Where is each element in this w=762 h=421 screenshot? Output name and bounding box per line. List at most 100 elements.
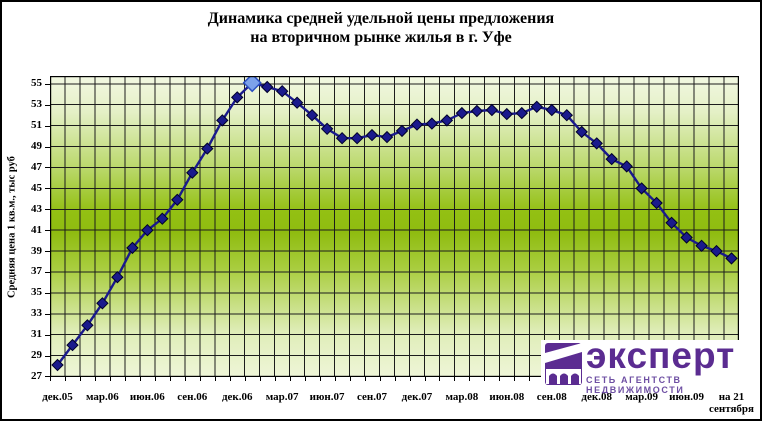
x-axis-tick-mark bbox=[349, 377, 351, 381]
data-point-marker bbox=[335, 131, 349, 145]
y-axis-tick-mark bbox=[45, 334, 50, 336]
y-tick-label: 37 bbox=[31, 265, 42, 278]
logo-subtitle: СЕТЬ АГЕНТСТВ НЕДВИЖИМОСТИ bbox=[586, 375, 685, 395]
x-tick-label: июн.09 bbox=[669, 391, 704, 403]
x-axis-tick-mark bbox=[424, 377, 426, 381]
x-axis-tick-mark bbox=[469, 377, 471, 381]
y-axis-tick-mark bbox=[45, 251, 50, 253]
x-axis-tick-mark bbox=[289, 377, 291, 381]
x-tick-label: мар.09 bbox=[625, 391, 659, 403]
data-point-marker bbox=[545, 103, 559, 117]
data-point-marker bbox=[290, 96, 304, 109]
data-point-marker bbox=[515, 106, 529, 120]
x-axis-tick-mark bbox=[334, 377, 336, 381]
y-tick-label: 29 bbox=[31, 349, 42, 362]
data-point-marker bbox=[695, 239, 708, 253]
data-point-marker bbox=[485, 103, 499, 117]
expert-logo-icon bbox=[545, 343, 582, 385]
data-point-marker bbox=[665, 216, 678, 230]
y-axis-tick-mark bbox=[45, 167, 50, 169]
y-axis-tick-mark bbox=[45, 146, 50, 148]
data-point-marker bbox=[81, 319, 94, 332]
data-point-marker bbox=[320, 122, 334, 136]
x-axis-tick-mark bbox=[529, 377, 531, 381]
data-point-marker bbox=[171, 193, 184, 207]
chart-title-line2: на вторичном рынке жилья в г. Уфе bbox=[250, 29, 512, 46]
data-point-marker bbox=[156, 212, 169, 225]
price-chart-svg bbox=[49, 73, 740, 378]
data-point-marker bbox=[605, 152, 618, 166]
x-tick-label: июн.08 bbox=[489, 391, 525, 403]
y-axis-tick-mark bbox=[45, 292, 50, 294]
x-tick-label: июн.06 bbox=[129, 391, 165, 403]
data-point-marker bbox=[275, 84, 289, 98]
logo-name: эксперт bbox=[586, 335, 736, 376]
chart-title: Динамика средней удельной цены предложен… bbox=[2, 9, 760, 47]
x-axis-tick-mark bbox=[109, 377, 111, 381]
x-axis-tick-mark bbox=[244, 377, 246, 381]
data-point-marker bbox=[96, 297, 109, 310]
y-tick-label: 49 bbox=[31, 140, 42, 153]
x-axis-tick-mark bbox=[169, 377, 171, 381]
x-axis-tick-mark bbox=[139, 377, 141, 381]
data-point-marker bbox=[440, 114, 454, 127]
grid-lines bbox=[50, 76, 739, 377]
x-tick-label: дек.05 bbox=[42, 391, 73, 403]
x-axis-tick-mark bbox=[394, 377, 396, 381]
x-axis-tick-mark bbox=[65, 377, 66, 381]
x-tick-label: мар.06 bbox=[86, 391, 119, 403]
x-axis-tick-mark bbox=[214, 377, 216, 381]
data-point-marker bbox=[710, 244, 723, 258]
y-tick-label: 43 bbox=[31, 202, 42, 215]
data-point-marker bbox=[455, 106, 469, 120]
highlighted-data-point bbox=[242, 73, 262, 93]
y-tick-label: 33 bbox=[31, 307, 42, 320]
x-axis-tick-mark bbox=[439, 377, 441, 381]
data-point-marker bbox=[66, 338, 79, 352]
y-tick-label: 45 bbox=[31, 181, 42, 194]
data-point-marker bbox=[51, 358, 64, 372]
y-axis-tick-mark bbox=[45, 188, 50, 190]
y-tick-label: 41 bbox=[31, 223, 42, 236]
data-point-marker bbox=[425, 117, 439, 130]
data-point-marker bbox=[350, 131, 364, 145]
data-point-marker bbox=[560, 108, 574, 122]
x-tick-label: дек.06 bbox=[221, 391, 253, 403]
data-point-marker bbox=[186, 166, 199, 179]
data-point-marker bbox=[141, 223, 154, 237]
y-axis-tick-mark bbox=[45, 209, 50, 211]
x-axis-tick-mark bbox=[124, 377, 126, 381]
x-axis-tick-mark bbox=[364, 377, 366, 381]
data-point-marker bbox=[380, 130, 394, 144]
data-point-marker bbox=[575, 125, 588, 139]
chart-title-line1: Динамика средней удельной цены предложен… bbox=[207, 10, 555, 27]
x-axis-tick-mark bbox=[514, 377, 516, 381]
y-axis-tick-mark bbox=[45, 313, 50, 315]
y-tick-label: 35 bbox=[31, 286, 42, 299]
x-tick-label: сен.08 bbox=[536, 391, 567, 403]
data-point-marker bbox=[410, 118, 424, 131]
data-point-marker bbox=[500, 107, 514, 121]
x-axis-tick-mark bbox=[319, 377, 321, 381]
x-axis-tick-mark bbox=[484, 377, 486, 381]
y-axis-tick-mark bbox=[45, 125, 50, 127]
x-tick-label: дек.08 bbox=[581, 391, 612, 403]
data-point-marker bbox=[260, 80, 274, 94]
x-axis-tick-mark bbox=[454, 377, 456, 381]
expert-logo-text: эксперт СЕТЬ АГЕНТСТВ НЕДВИЖИМОСТИ bbox=[586, 335, 760, 395]
y-axis-tick-mark bbox=[45, 355, 50, 357]
data-point-marker bbox=[530, 100, 544, 114]
x-axis-tick-mark bbox=[50, 377, 51, 381]
x-axis-tick-mark bbox=[379, 377, 381, 381]
y-axis-tick-mark bbox=[45, 83, 50, 85]
y-axis-tick-mark bbox=[45, 230, 50, 232]
y-axis-tick-mark bbox=[45, 104, 50, 106]
plot-area bbox=[49, 73, 740, 378]
x-tick-label: сен.06 bbox=[177, 391, 208, 403]
data-point-marker bbox=[650, 196, 663, 210]
data-point-marker bbox=[230, 91, 244, 104]
data-point-marker bbox=[305, 108, 319, 122]
plot-border bbox=[49, 75, 740, 378]
data-point-marker bbox=[725, 252, 738, 265]
